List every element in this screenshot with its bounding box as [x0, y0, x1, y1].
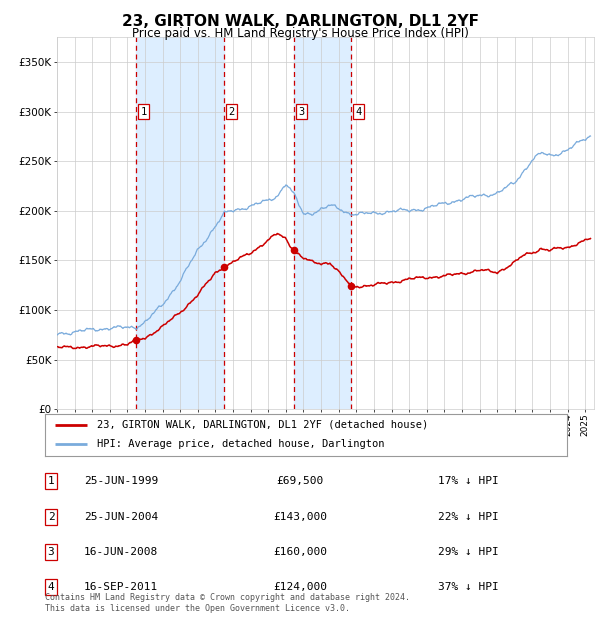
Text: 25-JUN-2004: 25-JUN-2004 — [84, 512, 158, 521]
Text: 3: 3 — [47, 547, 55, 557]
Text: 29% ↓ HPI: 29% ↓ HPI — [438, 547, 499, 557]
Text: Price paid vs. HM Land Registry's House Price Index (HPI): Price paid vs. HM Land Registry's House … — [131, 27, 469, 40]
Text: Contains HM Land Registry data © Crown copyright and database right 2024.
This d: Contains HM Land Registry data © Crown c… — [45, 593, 410, 613]
Text: 3: 3 — [298, 107, 304, 117]
Bar — [294, 37, 351, 409]
Text: 17% ↓ HPI: 17% ↓ HPI — [438, 476, 499, 486]
Text: 25-JUN-1999: 25-JUN-1999 — [84, 476, 158, 486]
Text: £124,000: £124,000 — [273, 582, 327, 592]
Text: £160,000: £160,000 — [273, 547, 327, 557]
Text: 2: 2 — [229, 107, 235, 117]
Text: 22% ↓ HPI: 22% ↓ HPI — [438, 512, 499, 521]
Text: 1: 1 — [47, 476, 55, 486]
Text: 4: 4 — [47, 582, 55, 592]
Text: 23, GIRTON WALK, DARLINGTON, DL1 2YF (detached house): 23, GIRTON WALK, DARLINGTON, DL1 2YF (de… — [97, 420, 428, 430]
Text: 4: 4 — [356, 107, 362, 117]
Text: 23, GIRTON WALK, DARLINGTON, DL1 2YF: 23, GIRTON WALK, DARLINGTON, DL1 2YF — [121, 14, 479, 29]
Text: 2: 2 — [47, 512, 55, 521]
Text: 16-JUN-2008: 16-JUN-2008 — [84, 547, 158, 557]
Bar — [136, 37, 224, 409]
Text: £69,500: £69,500 — [277, 476, 323, 486]
Text: 1: 1 — [140, 107, 146, 117]
Text: 37% ↓ HPI: 37% ↓ HPI — [438, 582, 499, 592]
Text: 16-SEP-2011: 16-SEP-2011 — [84, 582, 158, 592]
Text: £143,000: £143,000 — [273, 512, 327, 521]
Text: HPI: Average price, detached house, Darlington: HPI: Average price, detached house, Darl… — [97, 440, 385, 450]
